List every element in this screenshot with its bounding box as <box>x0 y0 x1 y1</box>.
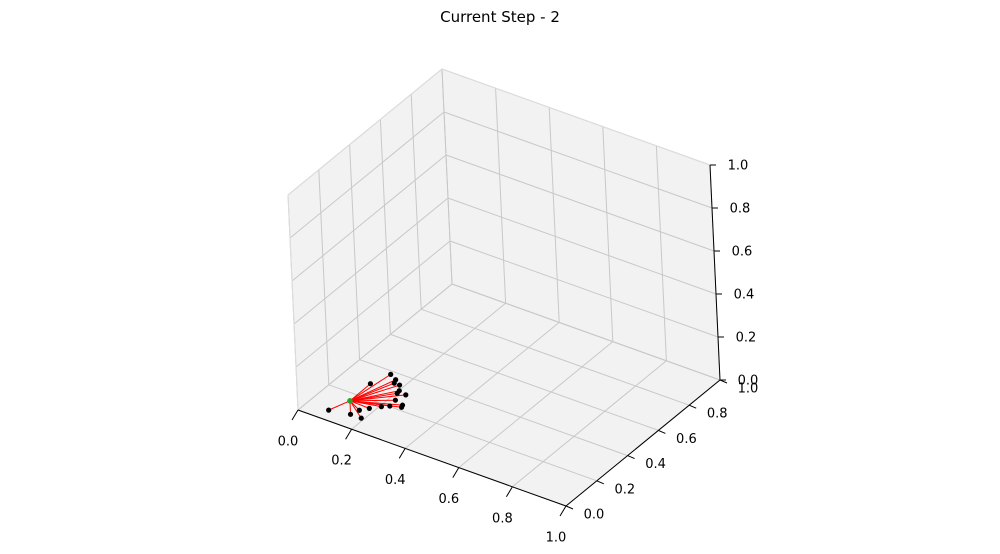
z-tick-label: 1.0 <box>728 159 749 174</box>
x-tick-label: 0.8 <box>492 511 513 526</box>
left-wall-pane <box>288 69 452 410</box>
grid-line <box>548 107 560 323</box>
y-tick-label: 1.0 <box>738 382 759 397</box>
chart-title: Current Step - 2 <box>440 8 560 26</box>
grid-line <box>318 169 330 385</box>
grid-line <box>410 94 422 310</box>
x-tick <box>345 428 353 440</box>
data-point <box>387 403 393 409</box>
tick-marks <box>291 164 728 517</box>
y-tick-label: 0.0 <box>584 508 605 523</box>
x-tick-label: 1.0 <box>546 531 567 546</box>
data-point <box>356 407 362 413</box>
x-tick-label: 0.4 <box>385 473 406 488</box>
data-point <box>392 397 398 403</box>
edge-line <box>349 400 362 419</box>
grid-line <box>404 322 560 449</box>
data-point <box>399 402 406 408</box>
data-point <box>396 388 402 394</box>
pane-edge <box>441 68 711 166</box>
data-point <box>396 382 403 388</box>
edge-line <box>349 384 400 402</box>
data-point <box>388 371 394 377</box>
grid-line <box>289 111 445 239</box>
z-tick-label: 0.4 <box>734 288 755 303</box>
grid-line <box>451 283 721 381</box>
grid-line <box>443 111 713 209</box>
edge-line <box>349 400 370 409</box>
data-points <box>326 371 409 421</box>
z-tick-label: 0.6 <box>732 245 753 260</box>
y-tick <box>565 505 574 510</box>
x-axis-line <box>297 409 567 507</box>
grid-line <box>359 359 628 457</box>
x-tick <box>291 409 299 421</box>
hub-point <box>347 398 353 404</box>
edge-line <box>349 394 406 402</box>
x-tick-label: 0.0 <box>278 435 299 450</box>
edge-line <box>349 390 400 402</box>
y-tick <box>596 480 604 485</box>
grid-line <box>291 154 447 282</box>
x-tick <box>505 486 513 498</box>
pane-edge <box>287 68 443 196</box>
grid-line <box>512 360 667 488</box>
grid-line <box>421 308 690 406</box>
back-wall-pane <box>442 69 720 380</box>
x-tick <box>452 467 460 478</box>
grid-line <box>379 119 391 335</box>
grid-line <box>447 197 717 295</box>
grid-line <box>351 302 506 430</box>
data-point <box>403 392 409 398</box>
y-tick <box>658 429 666 434</box>
z-tick-label: 0.8 <box>730 202 751 217</box>
data-point <box>367 381 374 387</box>
z-axis-line <box>709 164 721 381</box>
data-point <box>347 411 354 417</box>
edge-line <box>349 373 391 402</box>
grid-line <box>449 240 719 338</box>
y-tick-label: 0.4 <box>645 457 666 472</box>
tick-labels: 0.0 0.0 0.0 0.2 0.2 0.2 0.4 0.4 0.4 0.6 0.6 0.6 0.8 0… <box>278 159 759 546</box>
data-point <box>366 405 372 411</box>
y-axis-line <box>565 379 721 507</box>
grid-line <box>458 341 614 468</box>
grid-line <box>602 126 614 342</box>
grid-line <box>349 144 361 360</box>
z-tick-label: 0.2 <box>736 331 757 346</box>
axis-panes <box>288 69 720 506</box>
edge-line <box>328 400 351 411</box>
data-point <box>393 377 399 383</box>
edge-line <box>349 399 396 402</box>
y-tick-label: 0.8 <box>707 407 728 422</box>
data-point <box>358 415 364 421</box>
axis-lines <box>287 68 721 507</box>
x-tick <box>559 505 567 517</box>
grid-line <box>655 145 667 361</box>
pane-edge <box>287 194 299 411</box>
grid-line <box>495 88 507 304</box>
edge-line <box>349 400 403 406</box>
y-tick-label: 0.6 <box>676 432 697 447</box>
x-tick <box>398 448 406 459</box>
edge-line <box>349 379 396 402</box>
grid-line <box>441 68 453 285</box>
grid-line <box>297 283 453 411</box>
data-point <box>378 404 384 410</box>
data-point <box>326 407 332 413</box>
y-tick <box>719 379 728 384</box>
x-tick-label: 0.6 <box>438 492 459 507</box>
edge-line <box>349 383 371 402</box>
x-tick-label: 0.2 <box>331 454 352 469</box>
grid-line <box>293 197 449 325</box>
y-tick <box>627 455 635 460</box>
y-tick-label: 0.2 <box>614 482 635 497</box>
y-tick <box>689 404 697 409</box>
grid-line <box>390 333 659 431</box>
grid-line <box>295 240 451 368</box>
z-tick-label: 0.0 <box>738 374 759 389</box>
grid-line <box>445 154 715 252</box>
